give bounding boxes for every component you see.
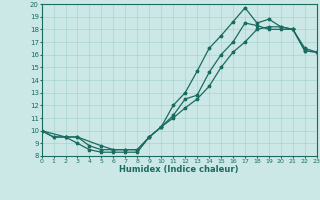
X-axis label: Humidex (Indice chaleur): Humidex (Indice chaleur) bbox=[119, 165, 239, 174]
